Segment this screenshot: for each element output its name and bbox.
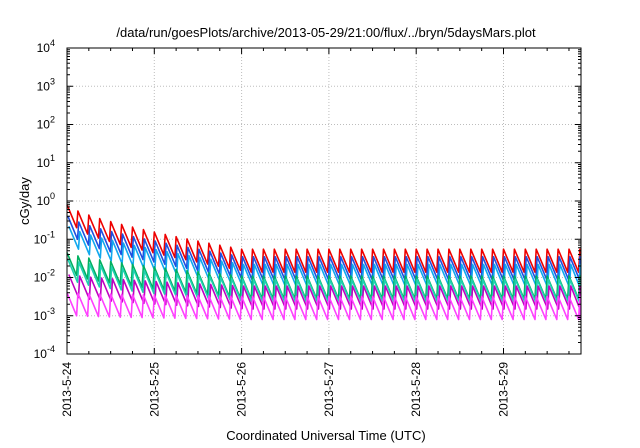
chart-title: /data/run/goesPlots/archive/2013-05-29/2… <box>116 25 536 40</box>
x-tick-label: 2013-5-26 <box>235 362 249 417</box>
y-tick-label: 103 <box>37 76 55 93</box>
series-line <box>66 204 581 274</box>
x-axis: 2013-5-24 2013-5-25 2013-5-26 2013-5-27 2013… <box>60 48 570 417</box>
x-tick-label: 2013-5-24 <box>60 362 74 417</box>
plot-series <box>66 204 581 321</box>
x-tick-label: 2013-5-25 <box>147 362 161 417</box>
series-line <box>66 252 581 300</box>
y-tick-label: 100 <box>37 191 55 208</box>
x-tick-label: 2013-5-29 <box>497 362 511 417</box>
y-tick-label: 10-3 <box>34 306 55 323</box>
x-tick-label: 2013-5-28 <box>409 362 423 417</box>
y-axis-label: cGy/day <box>17 177 32 225</box>
y-axis: 10-4 10-3 10-2 10-1 100 101 102 103 104 <box>34 38 581 361</box>
y-tick-label: 10-1 <box>34 229 55 246</box>
series-line <box>66 292 581 321</box>
y-tick-label: 104 <box>37 38 55 55</box>
y-tick-label: 102 <box>37 115 55 132</box>
y-tick-label: 101 <box>37 153 55 170</box>
y-tick-label: 10-2 <box>34 268 55 285</box>
x-axis-label: Coordinated Universal Time (UTC) <box>226 428 425 443</box>
x-tick-label: 2013-5-27 <box>322 362 336 417</box>
y-tick-label: 10-4 <box>34 344 55 361</box>
